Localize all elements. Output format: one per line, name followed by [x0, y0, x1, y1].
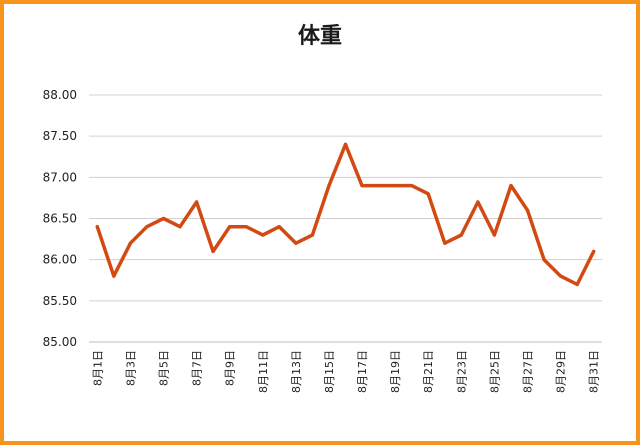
data-point	[393, 184, 397, 188]
data-point	[112, 274, 116, 278]
data-point	[542, 258, 546, 262]
data-point	[277, 225, 281, 229]
y-tick-label: 85.50	[43, 294, 77, 308]
x-tick-label: 8月9日	[224, 350, 237, 386]
data-point	[310, 233, 314, 237]
data-point	[294, 241, 298, 245]
data-point	[211, 249, 215, 253]
x-tick-label: 8月17日	[356, 350, 369, 393]
data-point	[377, 184, 381, 188]
data-point	[95, 225, 99, 229]
gridlines	[89, 94, 602, 343]
data-point	[360, 184, 364, 188]
x-tick-label: 8月25日	[488, 350, 501, 393]
x-tick-label: 8月11日	[257, 350, 270, 393]
data-point	[426, 192, 430, 196]
y-axis-ticks: 85.00 85.50 86.00 86.50 87.00 87.50 88.00	[43, 88, 77, 349]
data-point	[178, 225, 182, 229]
data-point	[410, 184, 414, 188]
data-point	[228, 225, 232, 229]
data-point	[128, 241, 132, 245]
series-layer	[95, 142, 596, 287]
x-tick-label: 8月23日	[455, 350, 468, 393]
x-tick-label: 8月31日	[588, 350, 601, 393]
data-point	[443, 241, 447, 245]
data-point	[244, 225, 248, 229]
x-tick-label: 8月1日	[91, 350, 104, 386]
data-point	[492, 233, 496, 237]
data-point	[592, 249, 596, 253]
y-tick-label: 85.00	[43, 335, 77, 349]
data-point	[459, 233, 463, 237]
y-tick-label: 87.50	[43, 129, 77, 143]
data-point	[327, 184, 331, 188]
data-point	[145, 225, 149, 229]
data-point	[343, 142, 348, 146]
series-line	[95, 142, 596, 287]
data-point	[509, 184, 513, 188]
x-tick-label: 8月5日	[157, 350, 170, 386]
data-point	[195, 200, 199, 204]
data-point	[161, 216, 166, 221]
chart-title: 体重	[298, 24, 342, 49]
x-axis-ticks: 8月1日 8月3日 8月5日 8月7日 8月9日 8月11日 8月13日 8月15日 8月17日…	[91, 350, 600, 393]
y-tick-label: 87.00	[43, 170, 77, 184]
data-point	[575, 282, 579, 286]
y-tick-label: 86.00	[43, 253, 77, 267]
x-tick-label: 8月13日	[290, 350, 303, 393]
data-point	[525, 208, 530, 212]
data-point	[559, 274, 563, 278]
x-tick-label: 8月3日	[124, 350, 137, 386]
data-point	[261, 233, 265, 237]
x-tick-label: 8月7日	[191, 350, 204, 386]
x-tick-label: 8月27日	[522, 350, 535, 393]
data-point	[476, 200, 480, 204]
x-tick-label: 8月19日	[389, 350, 402, 393]
y-tick-label: 86.50	[43, 212, 77, 226]
x-tick-label: 8月29日	[555, 350, 568, 393]
x-tick-label: 8月15日	[323, 350, 336, 393]
y-tick-label: 88.00	[43, 88, 77, 102]
x-tick-label: 8月21日	[422, 350, 435, 393]
